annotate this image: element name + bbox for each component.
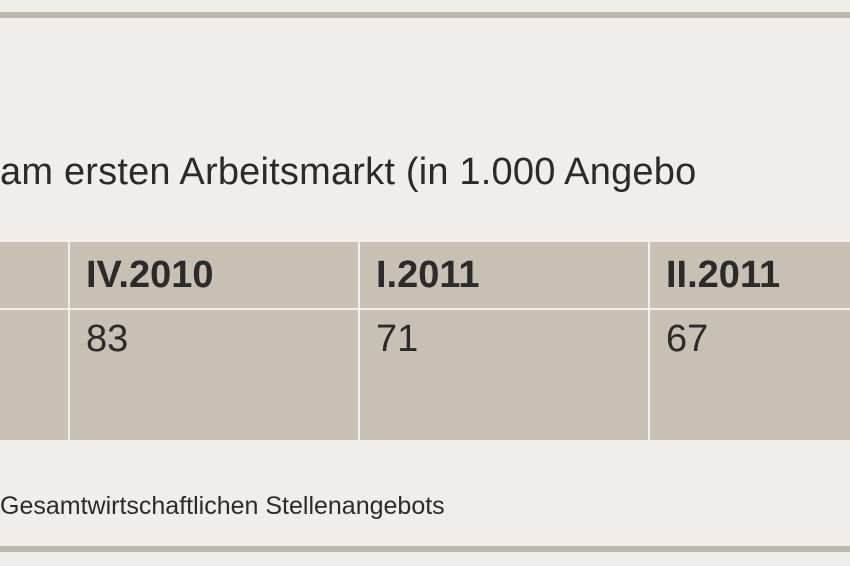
footnote: Gesamtwirtschaftlichen Stellenangebots [0, 492, 445, 520]
header-label: II.2011 [666, 254, 781, 296]
header-cell-i-2011: I.2011 [360, 242, 648, 308]
table-title: am ersten Arbeitsmarkt (in 1.000 Angebo [0, 151, 697, 193]
header-cell-ii-2011: II.2011 [650, 242, 850, 308]
value-cell-row-label [0, 310, 68, 440]
header-label: I.2011 [376, 254, 480, 296]
value-label: 71 [376, 318, 419, 360]
value-cell-iv-2010: 83 [70, 310, 358, 440]
value-cell-ii-2011: 67 [650, 310, 850, 440]
value-label: 83 [86, 318, 129, 360]
header-label: IV.2010 [86, 254, 214, 296]
top-rule [0, 12, 850, 18]
header-cell-row-label [0, 242, 68, 308]
value-label: 67 [666, 318, 709, 360]
value-cell-i-2011: 71 [360, 310, 648, 440]
bottom-rule [0, 546, 850, 552]
header-cell-iv-2010: IV.2010 [70, 242, 358, 308]
data-table: IV.2010 I.2011 II.2011 83 71 67 [0, 242, 850, 440]
